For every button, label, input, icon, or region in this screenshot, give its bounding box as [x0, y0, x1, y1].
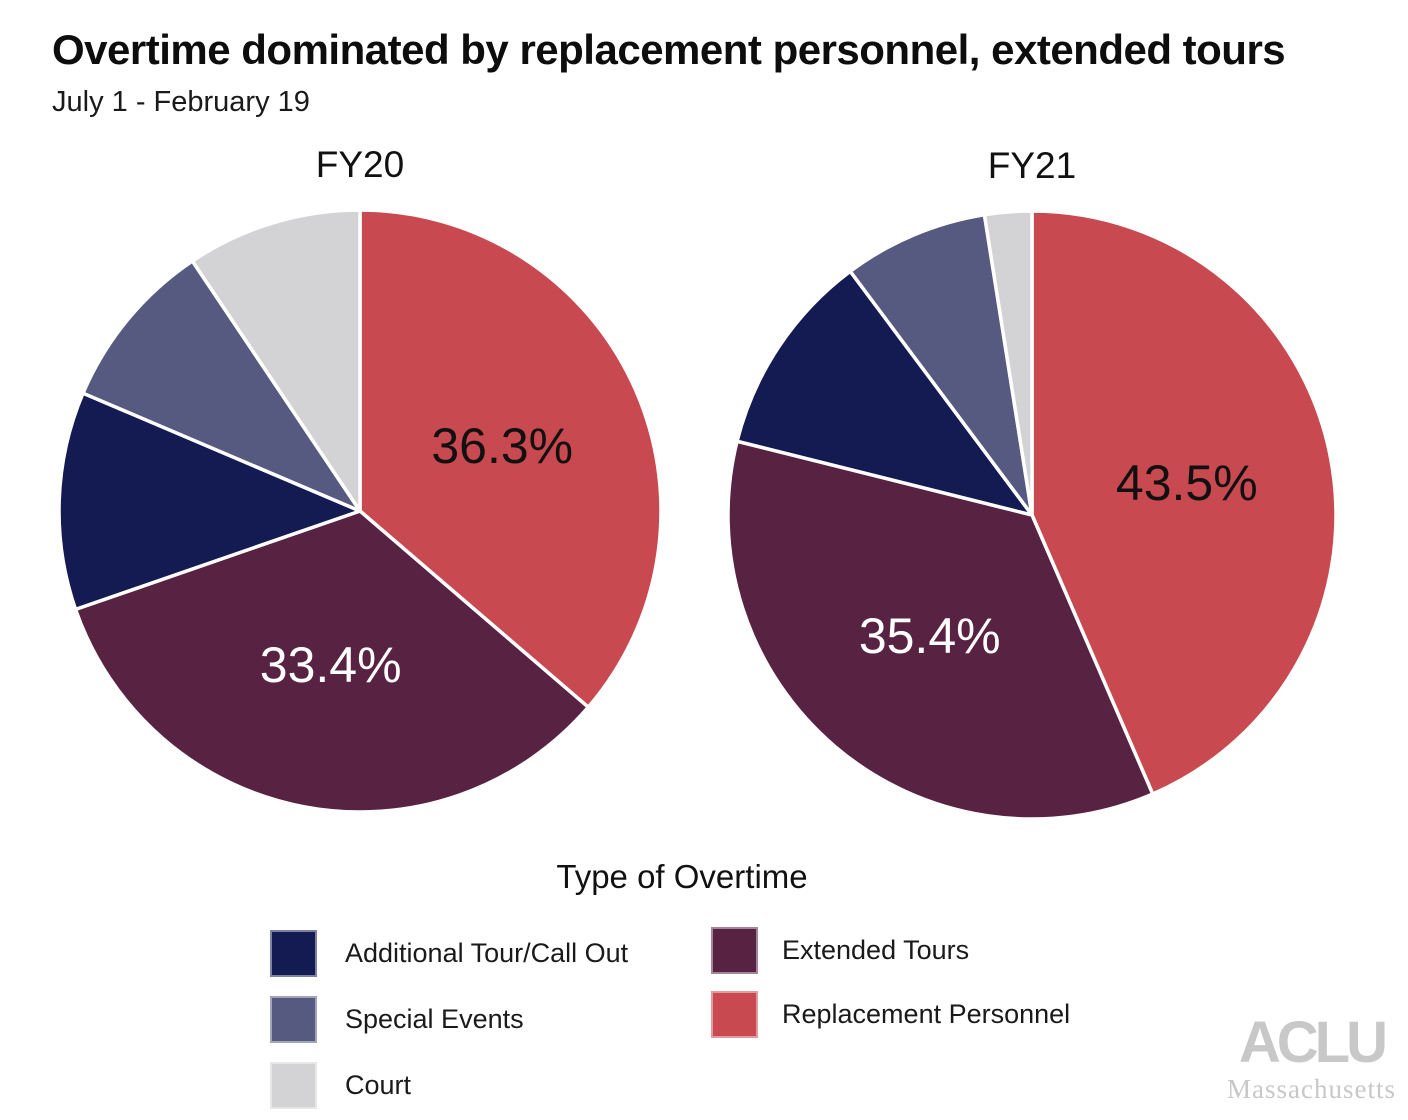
- pie-slice: [726, 439, 1155, 821]
- legend-item-label: Court: [345, 1070, 412, 1100]
- pie-title-fy20: FY20: [315, 144, 405, 185]
- legend-swatch: [711, 991, 758, 1038]
- legend-item: Court: [270, 1062, 628, 1109]
- pie-slice: [735, 269, 1034, 517]
- legend-swatch: [270, 930, 317, 977]
- aclu-logo: ACLU Massachusetts: [1227, 1014, 1396, 1105]
- aclu-logo-region: Massachusetts: [1227, 1074, 1396, 1104]
- legend-item: Replacement Personnel: [711, 991, 1070, 1038]
- pie-percentage-label: 33.4%: [259, 636, 402, 693]
- aclu-logo-text: ACLU: [1238, 1010, 1388, 1075]
- chart-subtitle: July 1 - February 19: [52, 86, 310, 118]
- legend-swatch: [270, 996, 317, 1043]
- legend-swatch: [711, 927, 758, 974]
- legend-swatch: [270, 1062, 317, 1109]
- pie-chart-fy21: FY21 43.5% 35.4%: [726, 145, 1338, 821]
- legend-column-left: Additional Tour/Call Out Special Events Co…: [270, 930, 628, 1120]
- pie-percentage-label: 35.4%: [858, 607, 1001, 664]
- pie-svg: [57, 208, 663, 814]
- pie-slice: [848, 212, 1034, 517]
- legend-item: Extended Tours: [711, 927, 1070, 974]
- pie-svg: [726, 209, 1338, 821]
- legend-item-label: Additional Tour/Call Out: [345, 938, 629, 968]
- legend-item-label: Replacement Personnel: [782, 999, 1071, 1029]
- legend-item: Special Events: [270, 996, 628, 1043]
- legend-column-right: Extended Tours Replacement Personnel: [711, 927, 1070, 1055]
- legend-title: Type of Overtime: [556, 858, 808, 895]
- pie-slice: [190, 208, 362, 513]
- pie-slice: [57, 391, 362, 612]
- pie-slice: [358, 208, 663, 709]
- legend-item-label: Special Events: [345, 1004, 524, 1034]
- pie-slice: [73, 509, 591, 814]
- legend-item: Additional Tour/Call Out: [270, 930, 628, 977]
- legend-item-label: Extended Tours: [782, 935, 970, 965]
- pie-slice: [81, 259, 362, 513]
- pie-slice: [982, 209, 1034, 517]
- pie-chart-fy20: FY20 36.3% 33.4%: [57, 144, 663, 814]
- pie-percentage-label: 43.5%: [1115, 454, 1258, 511]
- pie-percentage-label: 36.3%: [431, 417, 574, 474]
- pie-title-fy21: FY21: [987, 145, 1077, 186]
- pie-slice: [1030, 209, 1338, 796]
- chart-title: Overtime dominated by replacement person…: [52, 26, 1286, 73]
